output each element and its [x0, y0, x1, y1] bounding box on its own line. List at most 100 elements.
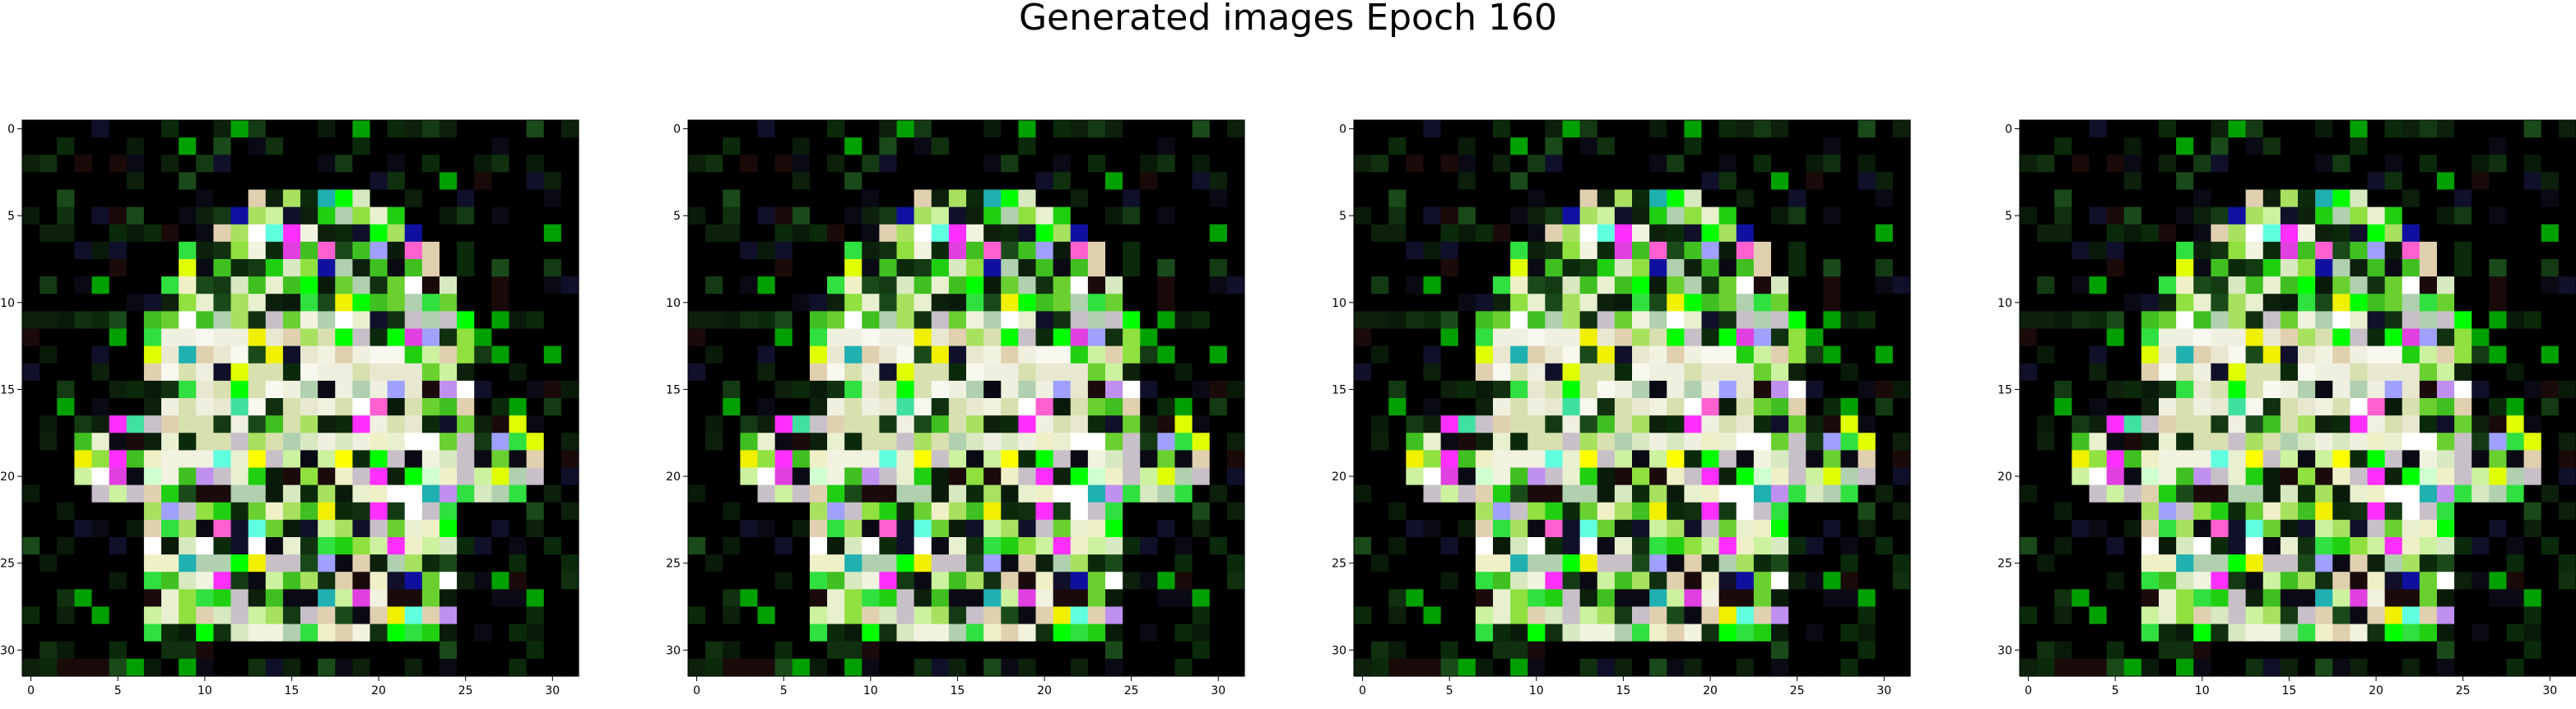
pixel: [1371, 189, 1389, 208]
pixel: [1701, 554, 1720, 572]
pixel: [1892, 276, 1911, 294]
pixel: [1105, 450, 1123, 469]
pixel: [2159, 433, 2177, 451]
pixel: [474, 554, 492, 572]
pixel: [2489, 519, 2508, 538]
pixel: [1701, 502, 1720, 521]
pixel: [1087, 294, 1106, 312]
pixel: [491, 606, 510, 625]
pixel: [22, 172, 40, 191]
pixel: [91, 241, 110, 260]
pixel: [688, 450, 706, 469]
pixel: [1614, 467, 1633, 486]
pixel: [1667, 137, 1685, 155]
pixel: [526, 206, 545, 225]
pixel: [1070, 450, 1089, 469]
pixel: [2367, 120, 2386, 138]
pixel: [91, 537, 110, 555]
pixel: [2141, 363, 2160, 382]
pixel: [1614, 606, 1633, 625]
pixel: [179, 294, 197, 312]
pixel: [1001, 206, 1019, 225]
pixel: [827, 311, 845, 330]
pixel: [2054, 137, 2072, 155]
pixel: [2402, 658, 2420, 677]
pixel: [1053, 658, 1072, 677]
pixel: [40, 484, 58, 503]
pixel: [1493, 276, 1511, 294]
pixel: [74, 467, 93, 486]
pixel: [74, 519, 93, 538]
pixel: [2315, 450, 2333, 469]
pixel: [91, 623, 110, 642]
pixel: [827, 433, 845, 451]
pixel: [1209, 519, 1228, 538]
pixel: [2558, 363, 2576, 382]
pixel: [774, 294, 793, 312]
pixel: [387, 589, 406, 608]
pixel: [2262, 259, 2281, 277]
pixel: [318, 294, 336, 312]
pixel: [2506, 345, 2525, 364]
pixel: [2384, 120, 2403, 138]
pixel: [774, 206, 793, 225]
pixel: [2262, 554, 2281, 572]
pixel: [2280, 137, 2299, 155]
pixel: [2523, 172, 2542, 191]
pixel: [983, 345, 1002, 364]
pixel: [1174, 137, 1193, 155]
pixel: [948, 554, 967, 572]
pixel: [1174, 502, 1193, 521]
pixel: [2489, 467, 2508, 486]
pixel: [1614, 120, 1633, 138]
pixel: [1140, 398, 1158, 416]
pixel: [1562, 345, 1581, 364]
y-tick-label: 20: [1332, 470, 1346, 484]
pixel: [2367, 172, 2386, 191]
pixel: [740, 641, 759, 660]
pixel: [879, 415, 898, 433]
pixel: [1667, 641, 1685, 660]
pixel: [1788, 224, 1806, 243]
pixel: [2123, 137, 2142, 155]
pixel: [2037, 537, 2055, 555]
pixel: [2211, 537, 2230, 555]
pixel: [757, 502, 776, 521]
pixel: [2228, 155, 2247, 173]
pixel: [2471, 224, 2490, 243]
pixel: [318, 606, 336, 625]
pixel: [879, 554, 898, 572]
pixel: [2245, 328, 2264, 347]
pixel: [560, 415, 579, 433]
pixel: [2454, 554, 2472, 572]
pixel: [1423, 189, 1442, 208]
pixel: [896, 415, 915, 433]
pixel: [1632, 554, 1650, 572]
pixel: [265, 623, 284, 642]
pixel: [109, 502, 128, 521]
pixel: [161, 623, 179, 642]
pixel: [2506, 276, 2525, 294]
pixel: [370, 554, 388, 572]
pixel: [491, 224, 510, 243]
pixel: [1788, 172, 1806, 191]
pixel: [439, 172, 458, 191]
pixel: [1105, 623, 1123, 642]
pixel: [2089, 589, 2108, 608]
pixel: [740, 206, 759, 225]
pixel: [948, 450, 967, 469]
pixel: [1527, 658, 1546, 677]
pixel: [1510, 658, 1528, 677]
pixel: [705, 276, 723, 294]
pixel: [844, 623, 863, 642]
pixel: [248, 294, 267, 312]
pixel: [2315, 172, 2333, 191]
pixel: [1458, 467, 1476, 486]
pixel: [1001, 589, 1019, 608]
pixel: [1806, 519, 1824, 538]
pixel: [2558, 206, 2576, 225]
pixel: [1510, 641, 1528, 660]
pixel: [526, 241, 545, 260]
pixel: [213, 572, 232, 590]
pixel: [2419, 311, 2438, 330]
